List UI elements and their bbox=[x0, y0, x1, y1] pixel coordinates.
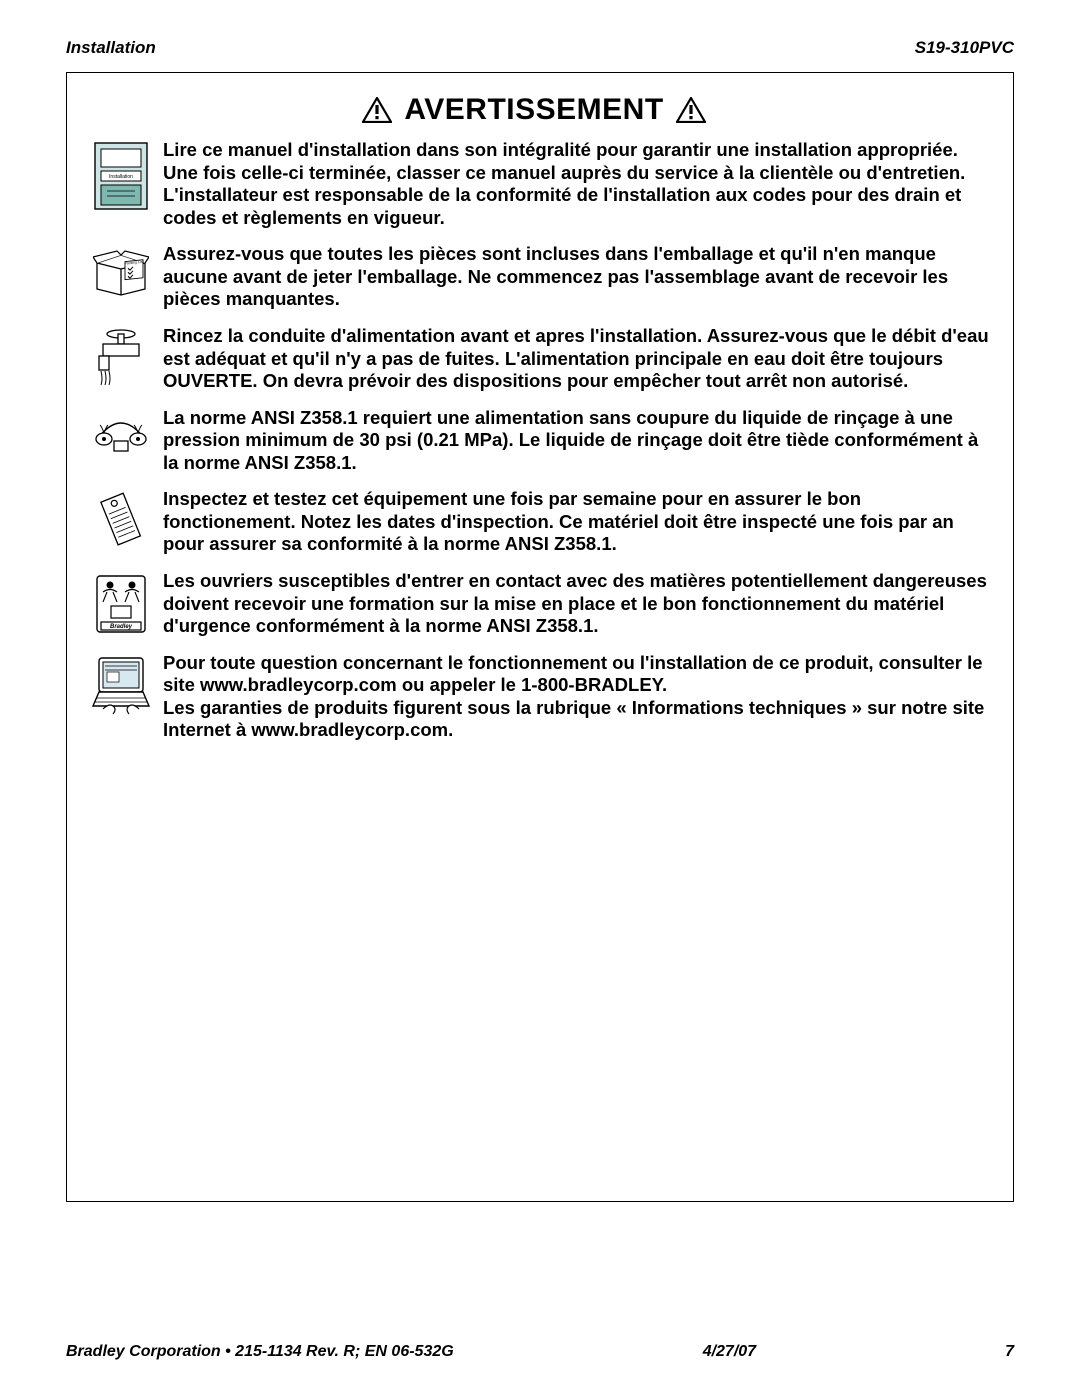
warning-triangle-icon bbox=[362, 97, 392, 123]
header-right: S19-310PVC bbox=[915, 38, 1014, 58]
warning-header: AVERTISSEMENT bbox=[79, 93, 989, 127]
svg-text:Bradley: Bradley bbox=[110, 624, 133, 630]
svg-text:Installation: Installation bbox=[109, 174, 133, 180]
tag-icon bbox=[79, 488, 163, 550]
warning-row: Bradley Les ouvriers susceptibles d'entr… bbox=[79, 570, 989, 638]
warning-row: Packing List Assurez-vous que toutes les… bbox=[79, 243, 989, 311]
warning-text: Inspectez et testez cet équipement une f… bbox=[163, 488, 989, 556]
warning-box: AVERTISSEMENT Installation Lire ce manue… bbox=[66, 72, 1014, 1202]
page: Installation S19-310PVC AVERTISSEMENT In… bbox=[0, 0, 1080, 1397]
footer-left: Bradley Corporation • 215-1134 Rev. R; E… bbox=[66, 1343, 454, 1361]
warning-title: AVERTISSEMENT bbox=[404, 93, 663, 127]
warning-text: La norme ANSI Z358.1 requiert une alimen… bbox=[163, 407, 989, 475]
warning-text: Les ouvriers susceptibles d'entrer en co… bbox=[163, 570, 989, 638]
warning-text: Rincez la conduite d'alimentation avant … bbox=[163, 325, 989, 393]
warning-text: Lire ce manuel d'installation dans son i… bbox=[163, 139, 989, 229]
footer-center: 4/27/07 bbox=[703, 1343, 756, 1361]
warning-text: Assurez-vous que toutes les pièces sont … bbox=[163, 243, 989, 311]
warning-triangle-icon bbox=[676, 97, 706, 123]
warning-row: Pour toute question concernant le foncti… bbox=[79, 652, 989, 742]
box-icon: Packing List bbox=[79, 243, 163, 297]
warning-row: La norme ANSI Z358.1 requiert une alimen… bbox=[79, 407, 989, 475]
warning-row: Rincez la conduite d'alimentation avant … bbox=[79, 325, 989, 393]
manual-icon: Installation bbox=[79, 139, 163, 211]
page-header: Installation S19-310PVC bbox=[66, 38, 1014, 58]
training-icon: Bradley bbox=[79, 570, 163, 636]
eyewash-icon bbox=[79, 407, 163, 455]
faucet-icon bbox=[79, 325, 163, 387]
footer-right: 7 bbox=[1005, 1343, 1014, 1361]
laptop-icon bbox=[79, 652, 163, 722]
header-left: Installation bbox=[66, 38, 156, 58]
page-footer: Bradley Corporation • 215-1134 Rev. R; E… bbox=[66, 1343, 1014, 1361]
warning-row: Inspectez et testez cet équipement une f… bbox=[79, 488, 989, 556]
warning-text: Pour toute question concernant le foncti… bbox=[163, 652, 989, 742]
warning-row: Installation Lire ce manuel d'installati… bbox=[79, 139, 989, 229]
